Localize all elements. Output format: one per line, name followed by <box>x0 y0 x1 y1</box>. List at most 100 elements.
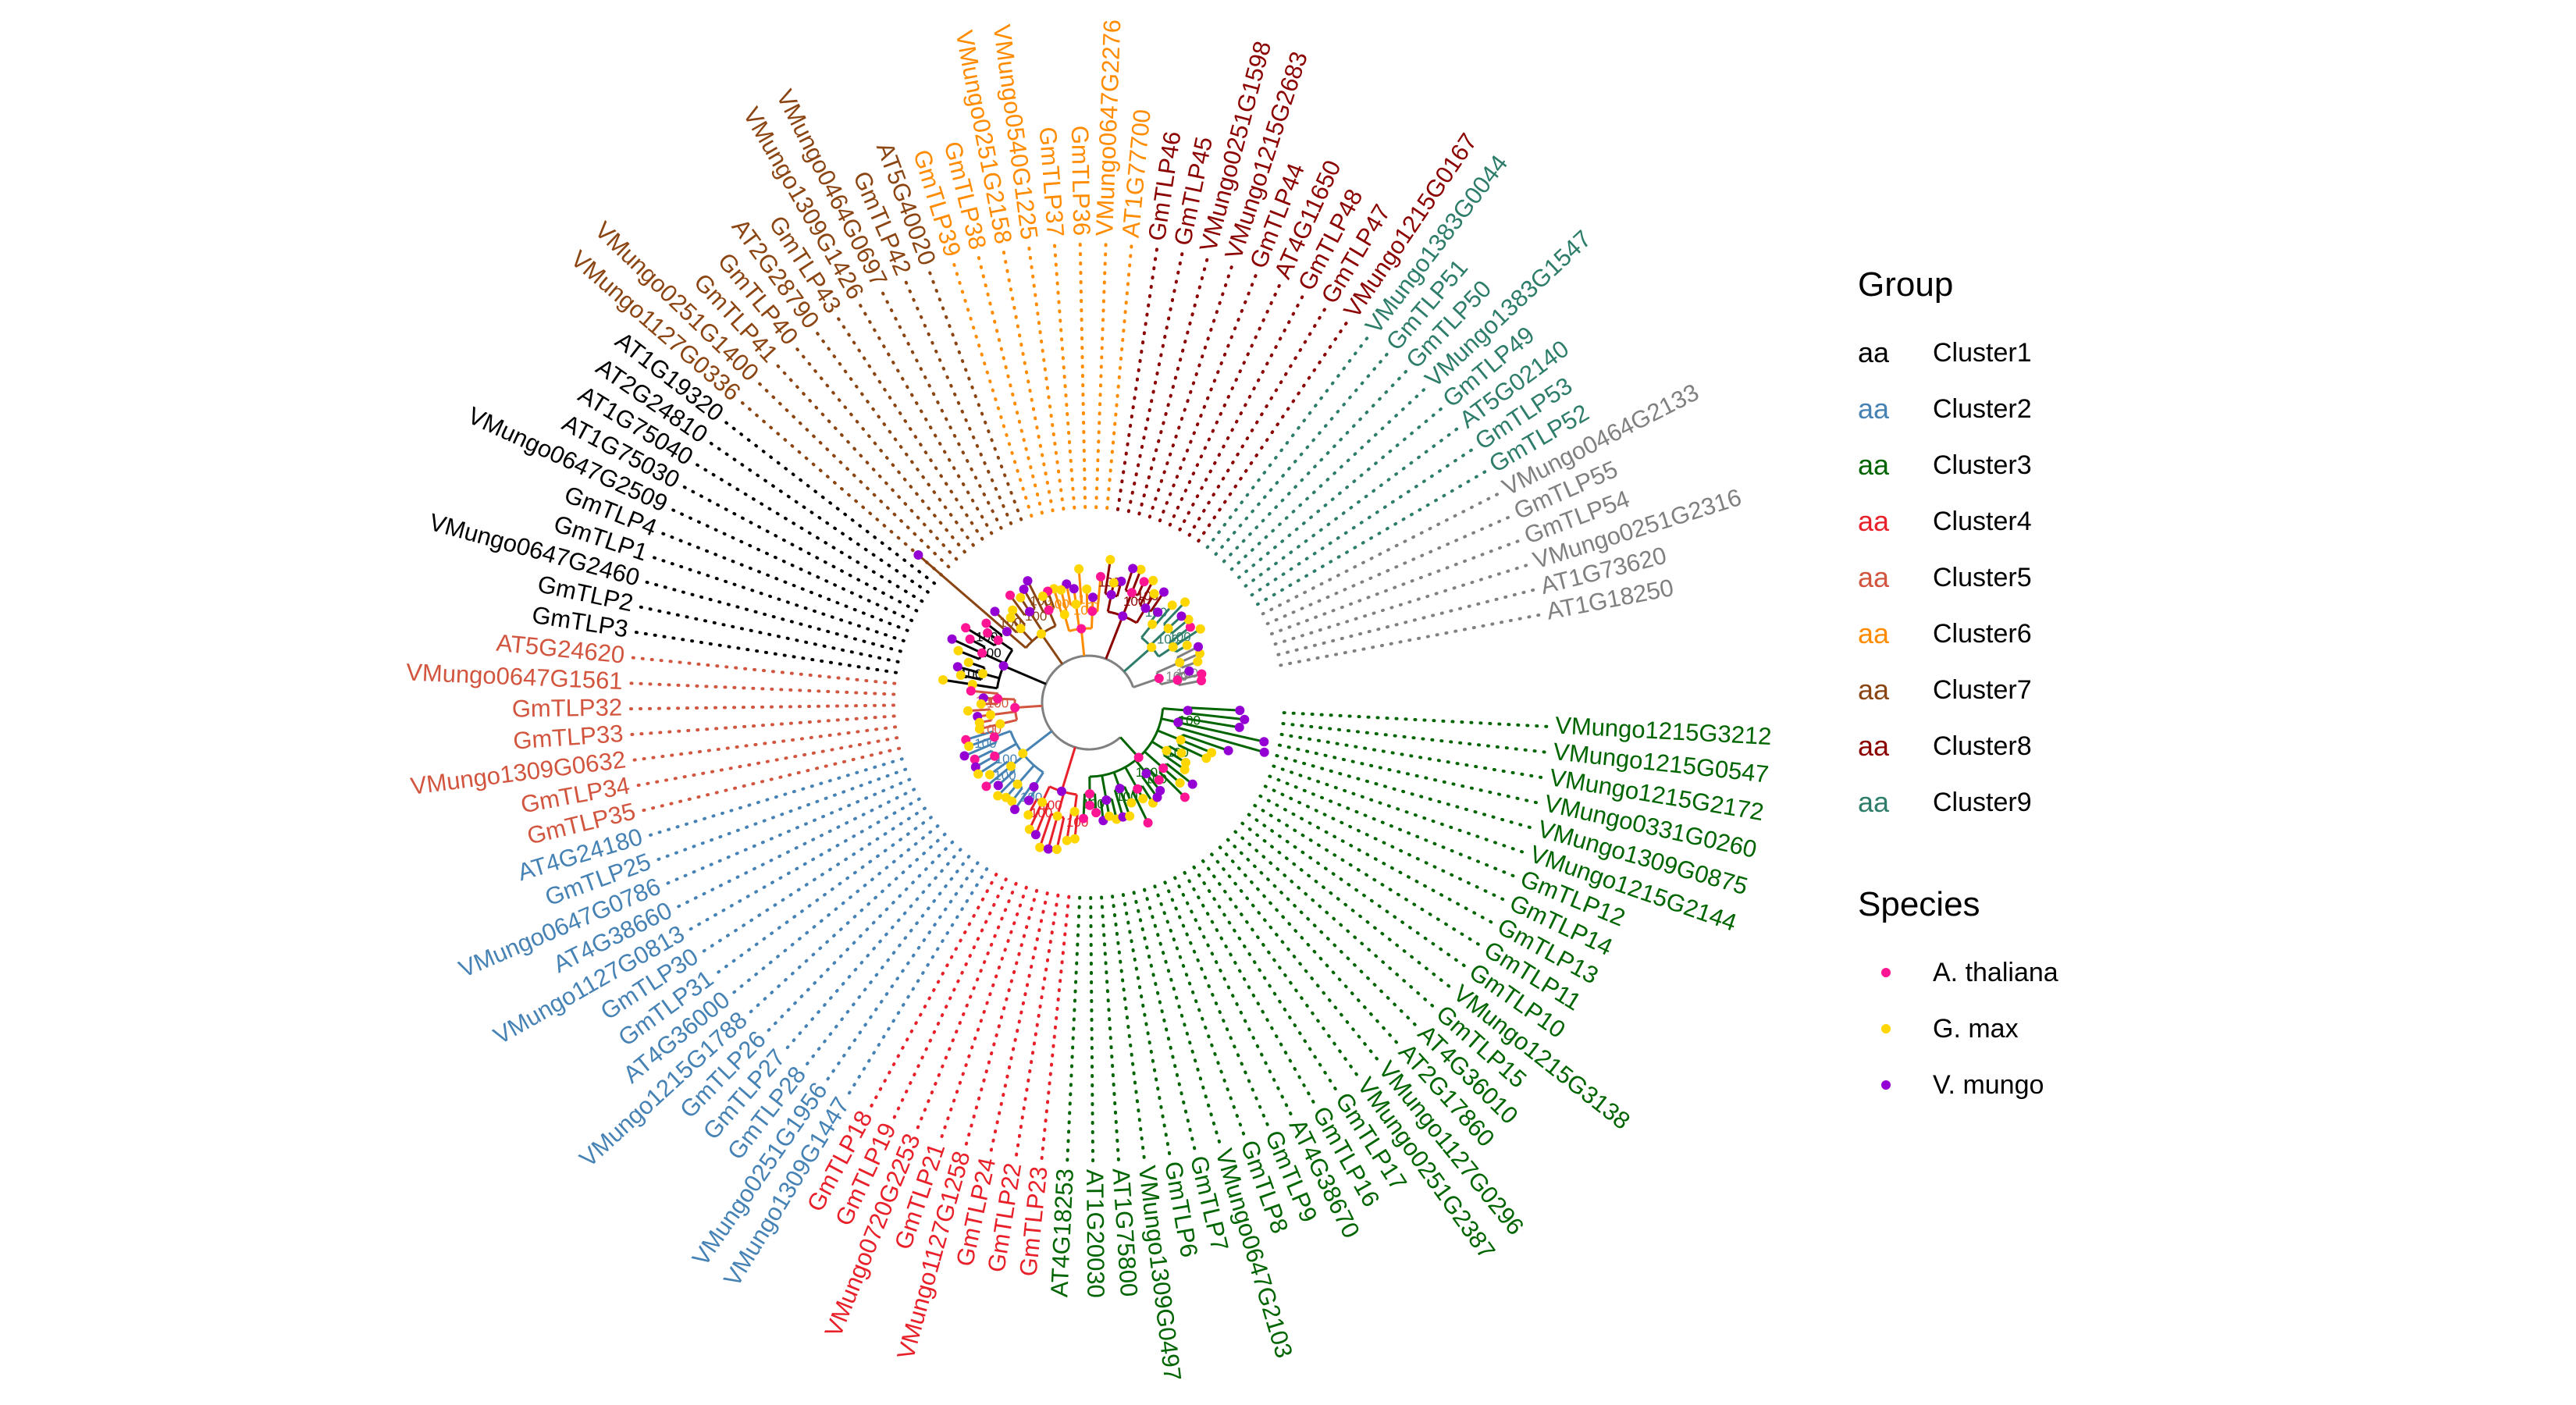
branch-segment <box>1119 788 1131 817</box>
tip-leader-line <box>1270 539 1522 635</box>
tip-leader-line <box>1105 242 1133 510</box>
species-node-point <box>1140 603 1151 614</box>
species-node-point <box>1082 584 1092 594</box>
tip-leader-line <box>1089 896 1095 1165</box>
tip-leader-line <box>1116 245 1159 511</box>
species-node-point <box>1005 613 1016 623</box>
species-node-point <box>953 646 963 656</box>
tip-leader-line <box>1132 891 1197 1153</box>
species-node-point <box>938 675 948 685</box>
species-node-point <box>963 706 973 716</box>
tip-leader-line <box>1121 893 1172 1158</box>
species-node-point <box>989 732 999 742</box>
species-node-point <box>977 669 987 678</box>
tip-leader-line <box>804 855 971 1068</box>
tip-leader-line <box>1265 514 1512 626</box>
species-node-point <box>1051 845 1062 855</box>
species-node-point <box>1138 794 1148 804</box>
group-key-glyph: aa <box>1858 730 1890 762</box>
branch-segment <box>1066 810 1073 841</box>
branch-segment <box>1022 730 1053 755</box>
species-node-point <box>1024 795 1034 806</box>
species-node-point <box>1069 834 1080 844</box>
tip-leader-line <box>1240 821 1453 990</box>
branch-segment <box>963 741 998 757</box>
tip-leader-line <box>903 279 1013 525</box>
branch-segment <box>1187 706 1240 712</box>
species-node-point <box>1030 830 1041 840</box>
tip-leader-line <box>632 630 898 674</box>
species-node-point <box>1006 761 1016 771</box>
species-node-point <box>1139 577 1149 587</box>
tip-leader-line <box>659 531 909 632</box>
branch-segment <box>994 610 1018 634</box>
branch-segment <box>1026 580 1045 614</box>
tip-leader-line <box>642 580 902 653</box>
bootstrap-label: 100 <box>994 768 1016 783</box>
tip-leader-line <box>1233 830 1436 1009</box>
species-node-point <box>1149 589 1159 599</box>
species-node-point <box>1105 811 1114 821</box>
branch-segment <box>1163 601 1187 625</box>
species-node-point <box>1183 706 1193 716</box>
tip-leader-line <box>891 877 1008 1122</box>
species-node-point <box>1182 640 1192 650</box>
species-node-point <box>1235 706 1245 716</box>
species-node-point <box>1096 571 1105 582</box>
branch-segment <box>1182 733 1229 752</box>
species-legend-label: V. mungo <box>1933 1069 2044 1100</box>
species-node-point <box>959 751 970 761</box>
tip-leader-line <box>869 873 998 1110</box>
branch-segment <box>1177 721 1265 743</box>
tip-label: GmTLP36 <box>1066 125 1096 236</box>
species-node-point <box>983 628 993 638</box>
group-key-glyph: aa <box>1858 449 1890 481</box>
group-legend-item-cluster6: aa Cluster6 <box>1858 606 2326 662</box>
species-node-point <box>1259 747 1269 757</box>
branch-segment <box>1179 716 1240 729</box>
species-node-point <box>995 719 1005 729</box>
tip-leader-line <box>1222 368 1410 564</box>
tip-label: AT4G18253 <box>1045 1168 1079 1297</box>
tip-leader-line <box>628 656 897 685</box>
species-node-point <box>1118 812 1128 822</box>
group-key-glyph: aa <box>1858 786 1890 818</box>
species-node-point <box>1035 842 1045 852</box>
group-legend-item-cluster9: aa Cluster9 <box>1858 774 2326 831</box>
branch-segment <box>1105 615 1124 660</box>
species-node-point <box>1002 627 1012 637</box>
species-node-point <box>1168 642 1178 652</box>
species-node-point <box>1007 796 1017 806</box>
tip-leader-line <box>1263 784 1507 902</box>
tip-leader-line <box>650 555 906 642</box>
tip-leader-line <box>1273 563 1530 646</box>
species-node-point <box>1126 588 1137 598</box>
tip-leader-line <box>1027 244 1066 511</box>
branch-segment <box>1131 791 1149 823</box>
species-node-point <box>1147 619 1158 629</box>
branch-segment <box>1176 726 1265 754</box>
tip-leader-line <box>1229 386 1428 571</box>
tip-leader-line <box>738 400 943 577</box>
species-node-point <box>1062 835 1072 845</box>
species-node-point <box>1133 784 1143 794</box>
tip-leader-line <box>636 605 900 663</box>
species-node-point <box>1043 844 1053 854</box>
tip-labels: AT1G18250AT1G73620VMungo0251G2316GmTLP54… <box>406 19 1773 1382</box>
tip-leader-line <box>1218 845 1400 1046</box>
tip-leader-line <box>1201 859 1360 1078</box>
tip-leader-line <box>1237 406 1445 579</box>
species-node-point <box>1197 676 1206 685</box>
species-node-point <box>1141 769 1151 778</box>
species-node-point <box>1147 642 1157 653</box>
group-key-glyph: aa <box>1858 505 1890 537</box>
species-node-point <box>970 762 980 772</box>
tip-label: AT1G20030 <box>1081 1169 1109 1298</box>
species-node-point <box>1180 597 1190 607</box>
group-key-glyph: aa <box>1858 393 1890 425</box>
species-node-point <box>1071 599 1081 610</box>
tip-leader-line <box>639 746 901 813</box>
branch-segment <box>965 626 996 647</box>
species-node-point <box>1163 624 1173 634</box>
species-node-point <box>1091 808 1101 818</box>
